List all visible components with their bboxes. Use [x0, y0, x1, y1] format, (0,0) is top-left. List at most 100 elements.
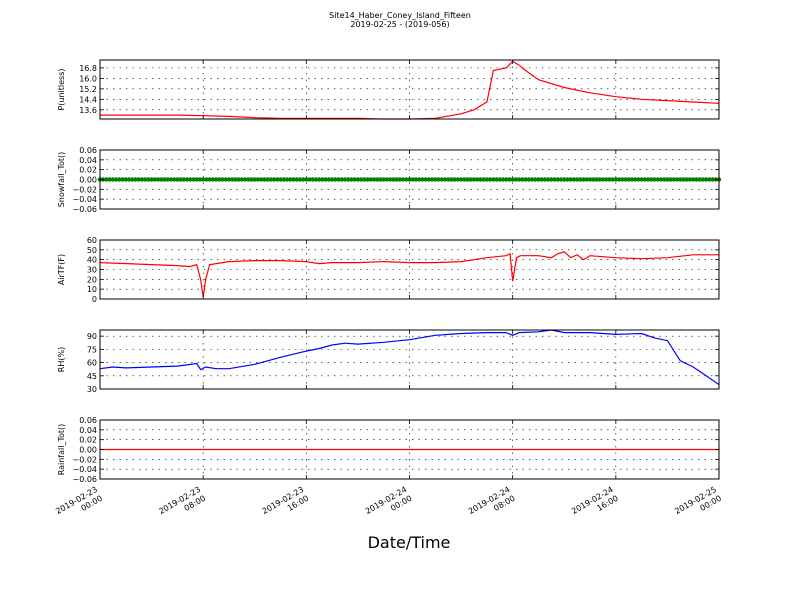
snowfall-point — [217, 177, 222, 182]
x-tick-label: 2019-02-2500:00 — [673, 485, 723, 525]
snowfall-point — [139, 177, 145, 182]
snowfall-point — [565, 177, 570, 182]
snowfall-point — [710, 177, 715, 182]
snowfall-point — [465, 177, 470, 182]
snowfall-point — [552, 177, 557, 182]
snowfall-point — [445, 177, 451, 182]
snowfall-point — [562, 177, 567, 182]
snowfall-point — [204, 177, 209, 182]
y-axis-label: Rainfall_Tot() — [57, 424, 66, 476]
y-tick-label: 30 — [87, 266, 97, 275]
snowfall-point — [536, 177, 541, 182]
snowfall-point — [613, 177, 619, 182]
snowfall-point — [423, 177, 428, 182]
y-tick-label: 15.2 — [79, 85, 97, 94]
x-axis-label: Date/Time — [367, 533, 451, 552]
snowfall-point — [110, 177, 116, 182]
snowfall-point — [555, 177, 561, 182]
snowfall-point — [533, 177, 538, 182]
snowfall-point — [558, 177, 564, 182]
snowfall-point — [442, 177, 448, 182]
snowfall-point — [236, 177, 241, 182]
x-tick-label: 2019-02-2408:00 — [467, 485, 517, 525]
y-tick-label: 90 — [87, 332, 97, 341]
snowfall-point — [191, 177, 196, 182]
snowfall-point — [497, 177, 502, 182]
snowfall-point — [520, 177, 525, 182]
snowfall-point — [468, 177, 473, 182]
snowfall-point — [188, 177, 193, 182]
snowfall-point — [410, 177, 415, 182]
y-tick-label: −0.06 — [72, 475, 97, 484]
snowfall-point — [349, 177, 354, 182]
snowfall-point — [629, 177, 635, 182]
snowfall-point — [504, 177, 509, 182]
snowfall-point — [500, 177, 506, 182]
snowfall-point — [426, 177, 432, 182]
snowfall-point — [510, 177, 515, 182]
snowfall-point — [452, 177, 457, 182]
snowfall-point — [184, 177, 190, 182]
y-tick-label: 0 — [92, 295, 97, 304]
snowfall-point — [471, 177, 477, 182]
y-tick-label: −0.02 — [72, 185, 97, 194]
snowfall-point — [700, 177, 706, 182]
snowfall-point — [258, 177, 264, 182]
snowfall-point — [591, 177, 596, 182]
snowfall-point — [691, 177, 696, 182]
snowfall-point — [475, 177, 480, 182]
snowfall-point — [120, 177, 125, 182]
snowfall-point — [574, 177, 580, 182]
snowfall-point — [594, 177, 599, 182]
snowfall-point — [355, 177, 361, 182]
snowfall-point — [281, 177, 286, 182]
snowfall-point — [307, 177, 312, 182]
snowfall-point — [275, 177, 280, 182]
y-tick-label: −0.06 — [72, 205, 97, 214]
snowfall-point — [310, 177, 315, 182]
snowfall-point — [449, 177, 454, 182]
snowfall-point — [658, 177, 664, 182]
x-tick-label: 2019-02-2400:00 — [364, 485, 414, 525]
snowfall-point — [391, 177, 396, 182]
snowfall-point — [239, 177, 245, 182]
y-axis-label: P(unitless) — [57, 68, 66, 110]
panel-frame — [99, 329, 720, 390]
snowfall-point — [526, 177, 531, 182]
y-tick-label: 75 — [87, 345, 97, 354]
snowfall-point — [587, 177, 593, 182]
snowfall-point — [413, 177, 419, 182]
snowfall-point — [168, 177, 174, 182]
y-tick-label: 45 — [87, 372, 97, 381]
snowfall-point — [655, 177, 660, 182]
snowfall-point — [439, 177, 444, 182]
snowfall-point — [387, 177, 393, 182]
snowfall-point — [194, 177, 199, 182]
y-tick-label: 16.8 — [79, 64, 97, 73]
snowfall-point — [610, 177, 615, 182]
snowfall-point — [249, 177, 254, 182]
snowfall-point — [661, 177, 667, 182]
chart-subtitle: 2019-02-25 - (2019-056) — [350, 20, 450, 29]
snowfall-point — [339, 177, 344, 182]
snowfall-point — [175, 177, 180, 182]
y-tick-label: 0.04 — [79, 426, 97, 435]
snowfall-point — [516, 177, 522, 182]
snowfall-point — [294, 177, 299, 182]
snowfall-point — [603, 177, 609, 182]
snowfall-point — [584, 177, 590, 182]
snowfall-point — [207, 177, 212, 182]
snowfall-point — [623, 177, 628, 182]
y-tick-label: 13.6 — [79, 106, 97, 115]
snowfall-point — [681, 177, 686, 182]
panel-frame — [99, 239, 720, 300]
snowfall-point — [507, 177, 512, 182]
snowfall-point — [149, 177, 154, 182]
snowfall-point — [375, 177, 380, 182]
snowfall-point — [523, 177, 528, 182]
series-line-1 — [100, 60, 720, 120]
snowfall-point — [291, 177, 296, 182]
snowfall-point — [262, 177, 267, 182]
panel-frame — [99, 59, 720, 120]
snowfall-point — [642, 177, 648, 182]
